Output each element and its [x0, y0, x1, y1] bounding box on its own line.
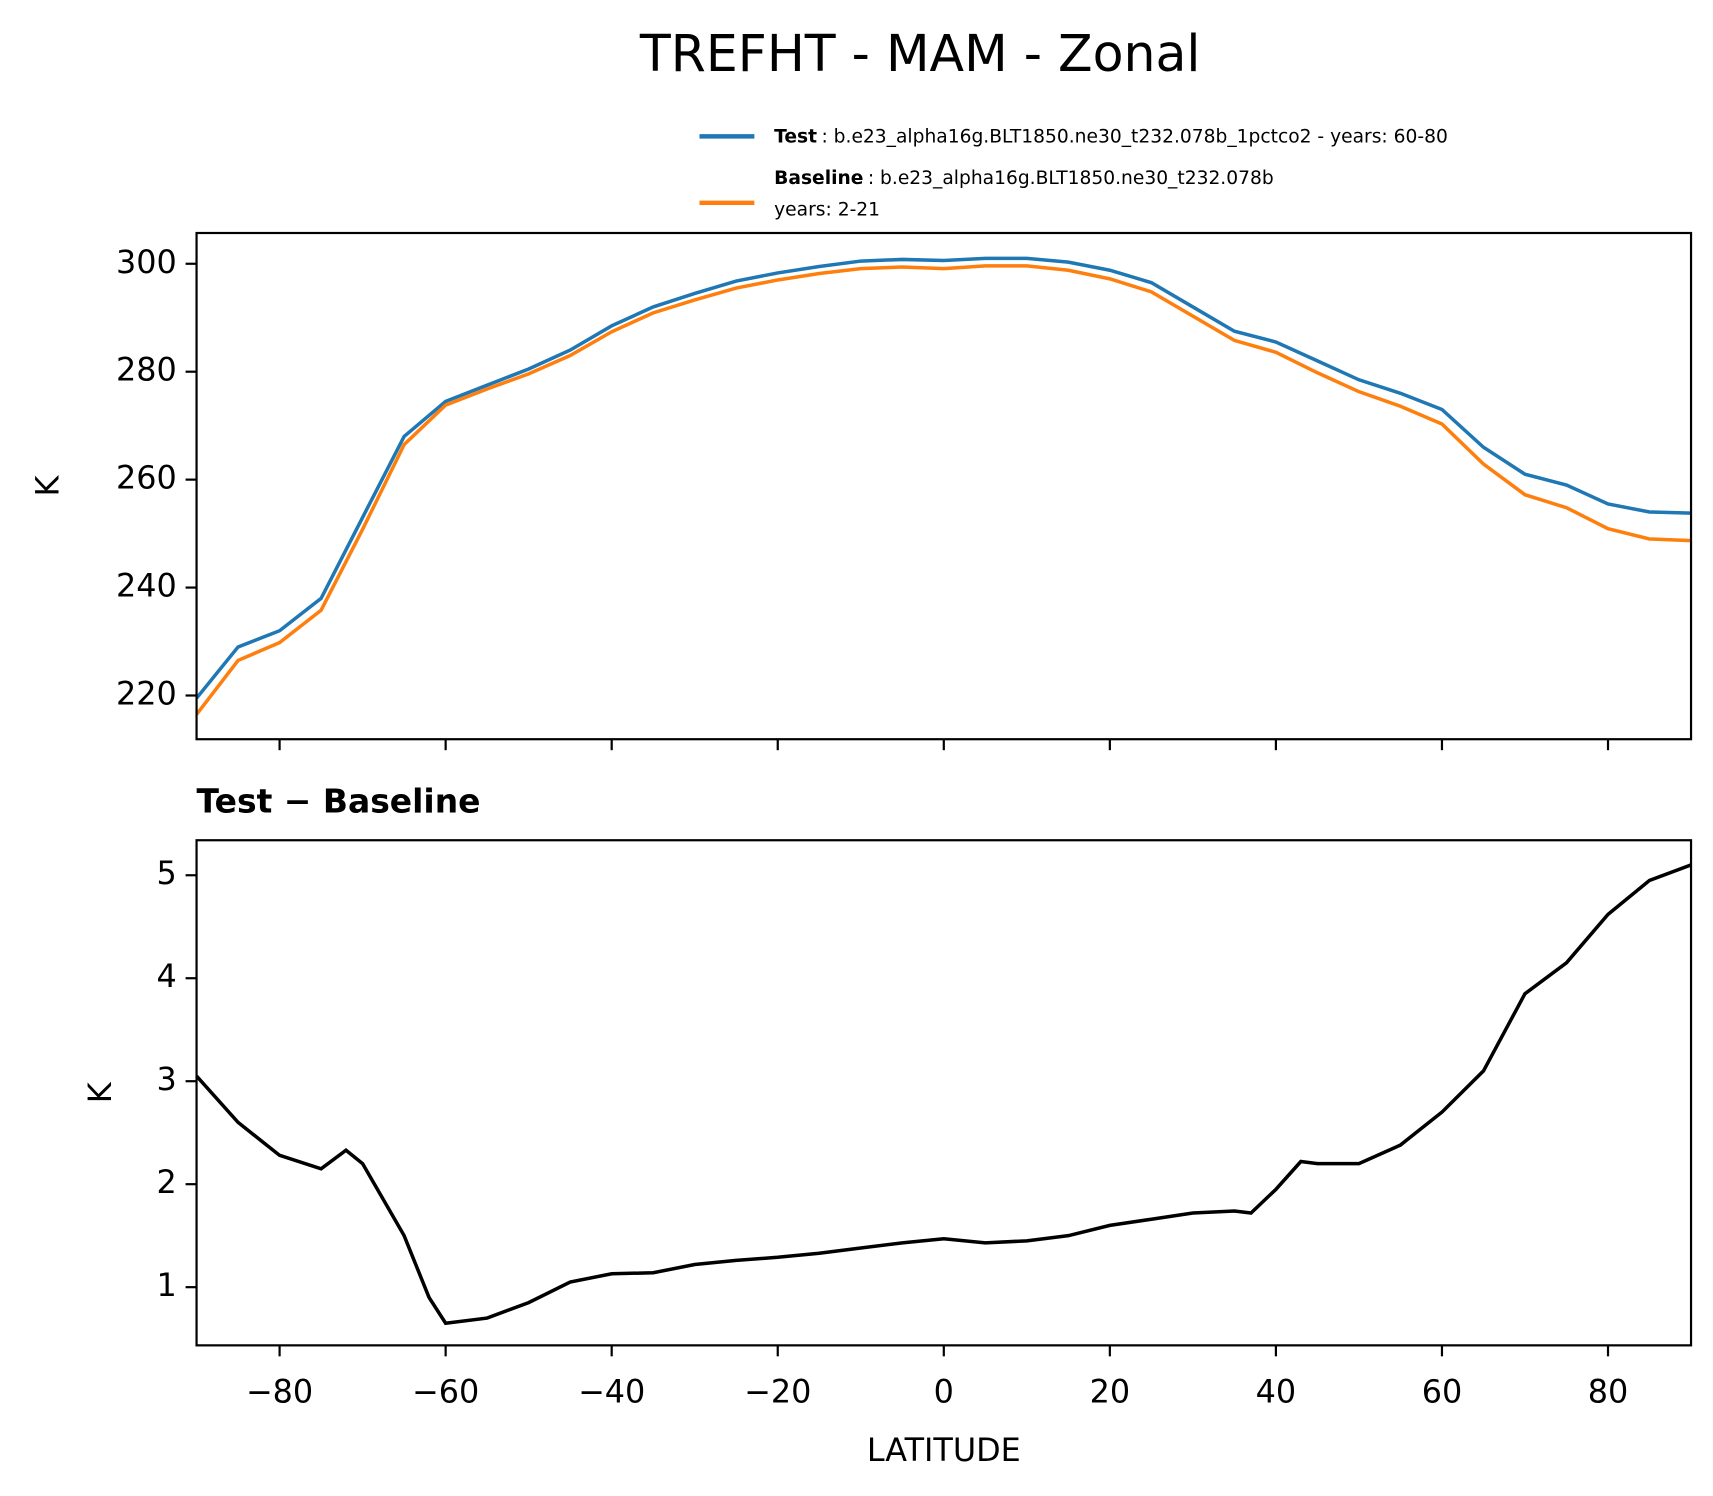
x-tick-label: −40	[578, 1373, 645, 1411]
x-tick-label: 20	[1090, 1373, 1131, 1411]
figure-title: TREFHT - MAM - Zonal	[639, 24, 1201, 83]
x-tick-label: −60	[412, 1373, 479, 1411]
x-tick-label: 80	[1588, 1373, 1629, 1411]
y-tick-label: 280	[116, 351, 177, 389]
y-tick-label: 3	[157, 1060, 177, 1098]
y-tick-label: 2	[157, 1163, 177, 1201]
y-tick-label: 300	[116, 243, 177, 281]
y-tick-label: 240	[116, 567, 177, 605]
x-tick-label: 60	[1422, 1373, 1463, 1411]
y-axis-label: K	[81, 1081, 119, 1103]
legend-text: : b.e23_alpha16g.BLT1850.ne30_t232.078b	[868, 168, 1274, 189]
y-tick-label: 260	[116, 459, 177, 497]
x-tick-label: −80	[246, 1373, 313, 1411]
axes-frame	[195, 231, 1693, 741]
x-tick-label: 40	[1256, 1373, 1297, 1411]
y-tick-label: 5	[157, 854, 177, 892]
data-line	[196, 256, 1692, 700]
y-tick-label: 4	[157, 957, 177, 995]
x-tick-label: 0	[934, 1373, 954, 1411]
legend-text: years: 2-21	[774, 199, 880, 220]
legend-text: : b.e23_alpha16g.BLT1850.ne30_t232.078b_…	[821, 126, 1447, 147]
legend-name: Test	[774, 126, 817, 147]
y-axis-label: K	[28, 475, 66, 497]
legend-label: Baseline: b.e23_alpha16g.BLT1850.ne30_t2…	[774, 168, 1274, 189]
subplot-title: Test − Baseline	[197, 781, 481, 820]
x-axis-label: LATITUDE	[867, 1431, 1021, 1469]
data-line	[196, 264, 1692, 716]
x-tick-label: −20	[744, 1373, 811, 1411]
data-line	[196, 863, 1692, 1326]
y-tick-label: 220	[116, 675, 177, 713]
legend-label: Test: b.e23_alpha16g.BLT1850.ne30_t232.0…	[774, 126, 1448, 147]
axes-frame	[195, 839, 1693, 1347]
legend-name: Baseline	[774, 168, 863, 189]
y-tick-label: 1	[157, 1266, 177, 1304]
